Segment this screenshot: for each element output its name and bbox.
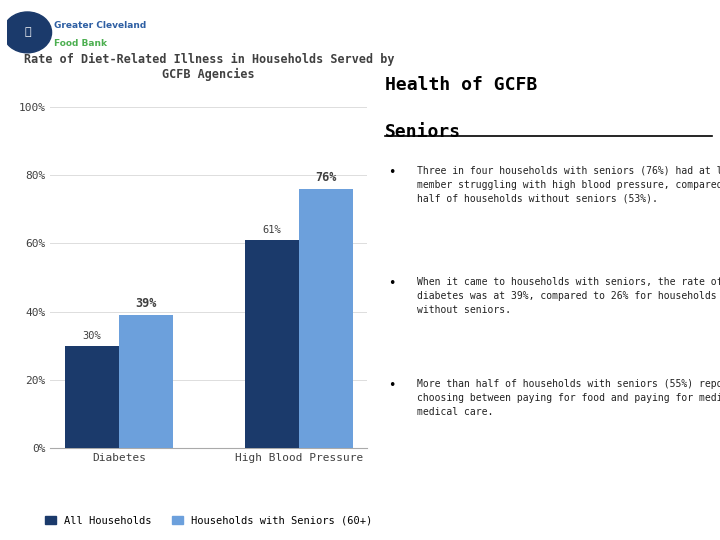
- Bar: [119, 315, 173, 448]
- Text: •: •: [388, 166, 396, 179]
- Text: 30%: 30%: [82, 330, 102, 341]
- Circle shape: [3, 12, 52, 53]
- Text: Food Bank: Food Bank: [54, 38, 107, 48]
- Text: 39%: 39%: [135, 297, 156, 310]
- Text: •: •: [388, 379, 396, 392]
- Legend: All Households, Households with Seniors (60+): All Households, Households with Seniors …: [41, 511, 377, 530]
- Text: Seniors: Seniors: [385, 123, 462, 141]
- Bar: [245, 240, 299, 448]
- Text: When it came to households with seniors, the rate of
diabetes was at 39%, compar: When it came to households with seniors,…: [418, 276, 720, 315]
- Text: Three in four households with seniors (76%) had at least one
member struggling w: Three in four households with seniors (7…: [418, 166, 720, 204]
- Title: Rate of Diet-Related Illness in Households Served by
GCFB Agencies: Rate of Diet-Related Illness in Househol…: [24, 53, 394, 81]
- Text: 76%: 76%: [315, 171, 336, 184]
- Text: 61%: 61%: [262, 225, 282, 235]
- Bar: [299, 189, 353, 448]
- Text: Greater Cleveland: Greater Cleveland: [54, 21, 146, 30]
- Text: •: •: [388, 276, 396, 289]
- Text: Health of GCFB: Health of GCFB: [385, 76, 537, 93]
- Text: ⑁: ⑁: [24, 28, 31, 37]
- Bar: [65, 346, 119, 448]
- Text: More than half of households with seniors (55%) reported
choosing between paying: More than half of households with senior…: [418, 379, 720, 417]
